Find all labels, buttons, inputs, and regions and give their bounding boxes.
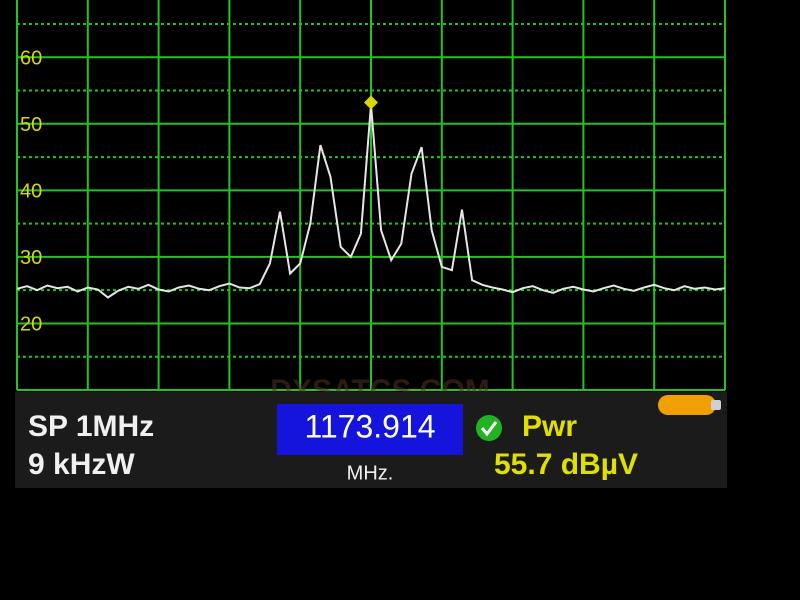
y-tick-label: 50: [20, 114, 42, 136]
frequency-unit: MHz.: [347, 462, 394, 484]
spectrum-plot: 20 30 40 50 60 70: [16, 0, 726, 391]
lock-icon: [476, 415, 502, 441]
battery-icon: [658, 395, 716, 415]
measure-label: Pwr: [522, 410, 577, 443]
rbw-label: 9 kHzW: [28, 448, 135, 481]
battery-tip: [711, 400, 721, 410]
y-tick-label: 30: [20, 247, 42, 269]
frequency-value: 1173.914: [304, 408, 435, 444]
y-tick-label: 20: [20, 314, 42, 336]
frequency-box: [277, 404, 463, 455]
lock-check: [480, 421, 498, 437]
span-label: SP 1MHz: [28, 410, 154, 443]
peak-marker: [364, 95, 378, 110]
y-tick-label: 70: [20, 0, 42, 3]
level-value: 55.7 dBµV: [494, 448, 638, 481]
y-tick-label: 60: [20, 48, 42, 70]
y-tick-label: 40: [20, 181, 42, 203]
